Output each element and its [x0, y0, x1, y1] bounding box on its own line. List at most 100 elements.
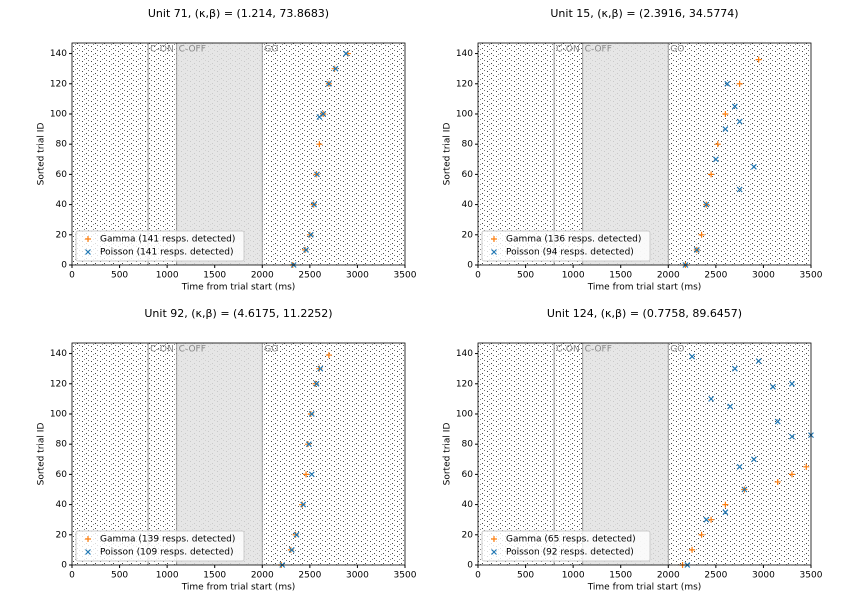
y-tick-label: 80 [462, 440, 474, 450]
shaded-span [582, 343, 669, 565]
response-marker [750, 456, 757, 463]
response-marker [293, 531, 300, 538]
legend-label: Gamma (141 resps. detected) [100, 235, 235, 245]
response-marker [770, 383, 776, 390]
response-marker [325, 352, 332, 359]
x-tick-label: 1000 [156, 271, 179, 281]
response-marker [724, 80, 731, 87]
response-marker [755, 56, 762, 63]
legend-label: Poisson (92 resps. detected) [506, 548, 634, 558]
response-marker [731, 103, 738, 110]
y-tick-label: 0 [467, 261, 473, 271]
response-marker [316, 141, 323, 148]
response-marker [789, 380, 795, 387]
x-tick-label: 2000 [657, 571, 680, 581]
x-tick-label: 1500 [203, 271, 226, 281]
x-tick-label: 3000 [752, 271, 775, 281]
legend-box [75, 230, 245, 262]
x-tick-label: 3000 [346, 571, 369, 581]
y-tick-label: 80 [56, 140, 68, 150]
y-axis-label: Sorted trial ID [37, 423, 47, 486]
response-marker [312, 380, 319, 387]
legend-marker [491, 549, 497, 555]
response-marker [693, 246, 700, 253]
response-marker [313, 380, 320, 387]
event-label: GO [670, 45, 684, 55]
response-marker [722, 110, 729, 117]
plot-frame [71, 342, 406, 566]
response-marker [736, 118, 743, 125]
event-label: C-OFF [179, 345, 206, 355]
response-marker [308, 411, 315, 417]
y-tick-label: 120 [50, 379, 67, 389]
response-marker [722, 126, 729, 133]
x-tick-label: 2500 [298, 271, 321, 281]
legend-label: Gamma (136 resps. detected) [506, 235, 641, 245]
response-marker [698, 531, 705, 538]
response-marker [303, 246, 309, 253]
x-tick-label: 3500 [800, 571, 823, 581]
response-marker [320, 111, 327, 117]
event-label: C-OFF [179, 45, 206, 55]
x-tick-label: 0 [475, 271, 481, 281]
x-tick-label: 500 [111, 571, 128, 581]
response-marker [708, 395, 715, 402]
legend-marker [491, 249, 497, 255]
response-marker [300, 501, 307, 508]
event-label: C-ON [556, 45, 580, 55]
x-axis-label: Time from trial start (ms) [587, 283, 702, 293]
y-tick-label: 0 [61, 561, 67, 571]
shaded-span [582, 43, 669, 265]
shaded-span [176, 343, 263, 565]
response-marker [303, 471, 310, 478]
response-marker [689, 353, 695, 360]
chart-title: Unit 15, (κ,β) = (2.3916, 34.5774) [550, 7, 738, 20]
response-marker [288, 546, 295, 553]
response-marker [306, 231, 313, 238]
y-tick-label: 80 [56, 440, 68, 450]
plot-frame [71, 42, 406, 266]
x-tick-label: 2500 [298, 571, 321, 581]
x-tick-label: 500 [111, 271, 128, 281]
response-marker [714, 141, 721, 148]
chart-title: Unit 92, (κ,β) = (4.6175, 11.2252) [144, 307, 332, 320]
event-label: C-ON [556, 345, 580, 355]
response-marker [731, 365, 738, 372]
x-axis-label: Time from trial start (ms) [181, 583, 296, 593]
y-tick-label: 20 [462, 530, 474, 540]
plot-frame [477, 42, 812, 266]
response-marker [314, 171, 320, 178]
x-tick-label: 1000 [562, 271, 585, 281]
legend-label: Gamma (139 resps. detected) [100, 535, 235, 545]
y-tick-label: 140 [50, 349, 67, 359]
response-marker [308, 471, 315, 478]
event-label: C-ON [150, 345, 174, 355]
y-tick-label: 60 [56, 170, 68, 180]
response-marker [703, 516, 710, 523]
legend-label: Poisson (94 resps. detected) [506, 248, 634, 258]
response-marker [755, 358, 762, 365]
response-marker [774, 478, 781, 485]
y-tick-label: 0 [61, 261, 67, 271]
y-tick-label: 20 [56, 230, 68, 240]
y-tick-label: 40 [56, 500, 68, 510]
y-axis-label: Sorted trial ID [443, 423, 453, 486]
response-marker [712, 156, 719, 163]
legend-marker [85, 549, 91, 555]
event-label: C-OFF [585, 45, 612, 55]
x-tick-label: 1500 [609, 571, 632, 581]
x-axis-label: Time from trial start (ms) [587, 583, 702, 593]
legend-marker [85, 249, 91, 255]
x-tick-label: 2000 [657, 271, 680, 281]
x-tick-label: 0 [69, 271, 75, 281]
response-marker [708, 171, 715, 178]
y-tick-label: 0 [467, 561, 473, 571]
response-marker [741, 486, 748, 493]
response-marker [307, 231, 314, 238]
y-tick-label: 100 [50, 409, 67, 419]
x-tick-label: 2500 [704, 271, 727, 281]
response-marker [722, 509, 729, 516]
y-tick-label: 100 [456, 109, 473, 119]
x-tick-label: 1000 [562, 571, 585, 581]
